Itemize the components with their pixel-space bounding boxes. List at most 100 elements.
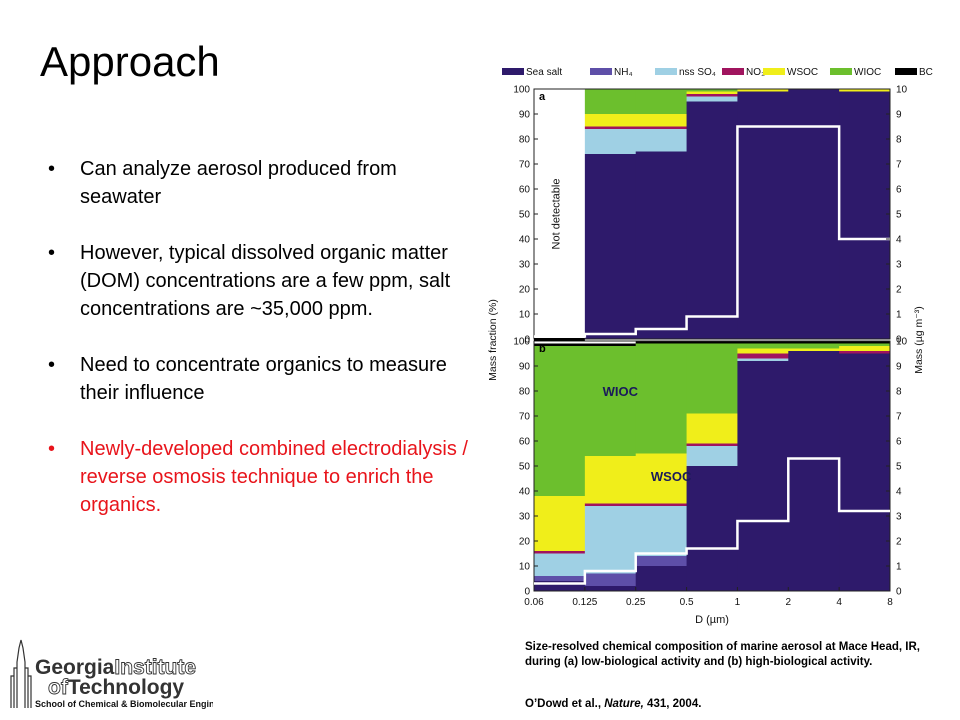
bullet-text: However, typical dissolved organic matte… (80, 242, 451, 320)
bullet-item-highlight: • Newly-developed combined electrodialys… (48, 435, 468, 519)
figure-citation: O’Dowd et al., Nature, 431, 2004. (525, 698, 701, 710)
bar-segment (534, 343, 586, 346)
mass-step-line (534, 125, 890, 338)
bar-segment (635, 506, 688, 556)
bar-segment (584, 573, 637, 586)
bullet-item: • Can analyze aerosol produced from seaw… (48, 155, 468, 211)
bar-segment (839, 353, 891, 591)
legend-label: WSOC (787, 67, 818, 78)
x-tick-label: 2 (786, 597, 792, 608)
right-tick-label: 9 (896, 110, 902, 121)
bar-segment (635, 89, 688, 114)
not-detectable-label: Not detectable (550, 179, 562, 250)
right-tick-label: 10 (896, 337, 908, 348)
bar-segment (686, 101, 738, 339)
left-tick-label: 90 (519, 110, 531, 121)
bar-segment (839, 343, 891, 346)
bar-segment (788, 341, 840, 344)
left-tick-label: 100 (513, 337, 530, 348)
legend-label: nss SO₄ (679, 67, 716, 78)
x-tick-label: 0.125 (572, 597, 597, 608)
legend-label: WIOC (854, 67, 881, 78)
bullet-item: • Need to concentrate organics to measur… (48, 351, 468, 407)
right-axis-title: Mass (µg m⁻³) (913, 306, 925, 374)
right-tick-label: 4 (896, 235, 902, 246)
bar-segment (635, 341, 688, 344)
citation-journal: Nature, (604, 698, 644, 710)
bar-segment (737, 348, 789, 354)
right-tick-label: 4 (896, 487, 902, 498)
bar-segment (737, 341, 789, 344)
logo-georgia: Georgia (35, 656, 115, 679)
right-tick-label: 7 (896, 412, 902, 423)
bar-segment (534, 553, 586, 576)
left-tick-label: 10 (519, 310, 531, 321)
bar-segment (839, 351, 891, 354)
legend-swatch (895, 68, 917, 75)
legend-swatch (590, 68, 612, 75)
bar-segment (584, 343, 637, 346)
bar-segment (686, 91, 738, 94)
right-tick-label: 0 (896, 335, 902, 346)
left-tick-label: 60 (519, 437, 531, 448)
georgia-tech-logo: GeorgiaInstitute ofTechnology School of … (10, 639, 213, 709)
bar-segment (788, 89, 840, 339)
mass-step-line (534, 457, 890, 585)
bar-segment (534, 576, 586, 581)
bar-segment (686, 341, 738, 344)
bar-segment (788, 351, 840, 591)
logo-technology: Technology (68, 676, 185, 699)
bar-segment (788, 343, 840, 349)
bar-segment (839, 89, 891, 92)
svg-text:GeorgiaInstitute: GeorgiaInstitute (35, 656, 196, 679)
x-tick-label: 0.5 (680, 597, 694, 608)
left-tick-label: 100 (513, 85, 530, 96)
right-tick-label: 2 (896, 285, 902, 296)
bar-segment (534, 346, 586, 496)
bar-segment (686, 89, 738, 92)
bullet-text: Need to concentrate organics to measure … (80, 354, 447, 404)
bar-segment (737, 353, 789, 359)
panel-label: a (539, 91, 546, 103)
bar-segment (584, 506, 637, 574)
bc-separator (534, 338, 585, 341)
bar-segment (686, 96, 738, 102)
left-tick-label: 30 (519, 512, 531, 523)
right-tick-label: 1 (896, 562, 902, 573)
bar-segment (584, 89, 637, 114)
logo-institute: Institute (114, 656, 196, 679)
composition-chart: Sea salt NH₄ nss SO₄ NO₃ WSOC WIOC BC a Not dete… (487, 67, 933, 626)
bullet-list: • Can analyze aerosol produced from seaw… (48, 155, 468, 547)
bar-segment (635, 453, 688, 504)
left-tick-label: 70 (519, 160, 531, 171)
svg-text:ofTechnology: ofTechnology (48, 676, 184, 699)
right-tick-label: 6 (896, 437, 902, 448)
left-tick-label: 80 (519, 387, 531, 398)
left-tick-label: 20 (519, 285, 531, 296)
left-tick-label: 90 (519, 362, 531, 373)
bar-segment (635, 556, 688, 566)
bullet-glyph: • (48, 354, 56, 376)
x-tick-label: 0.25 (626, 597, 646, 608)
right-tick-label: 1 (896, 310, 902, 321)
x-axis-title: D (µm) (695, 614, 729, 626)
legend-label: Sea salt (526, 67, 562, 78)
bar-segment (839, 341, 891, 344)
bar-segment (686, 466, 738, 591)
bar-segment (584, 114, 637, 127)
x-tick-label: 1 (735, 597, 741, 608)
left-tick-label: 50 (519, 210, 531, 221)
logo-of: of (48, 676, 69, 699)
left-tick-label: 20 (519, 537, 531, 548)
bullet-text: Can analyze aerosol produced from seawat… (80, 158, 397, 208)
bar-segment (737, 358, 789, 361)
legend-label: NH₄ (614, 67, 633, 78)
bar-segment (584, 126, 637, 129)
legend-label: NO₃ (746, 67, 765, 78)
bar-segment (584, 129, 637, 154)
bullet-glyph: • (48, 438, 56, 460)
bar-segment (788, 348, 840, 351)
bullet-text: Newly-developed combined electrodialysis… (80, 438, 468, 516)
bar-segment (635, 129, 688, 152)
bar-segment (686, 343, 738, 414)
